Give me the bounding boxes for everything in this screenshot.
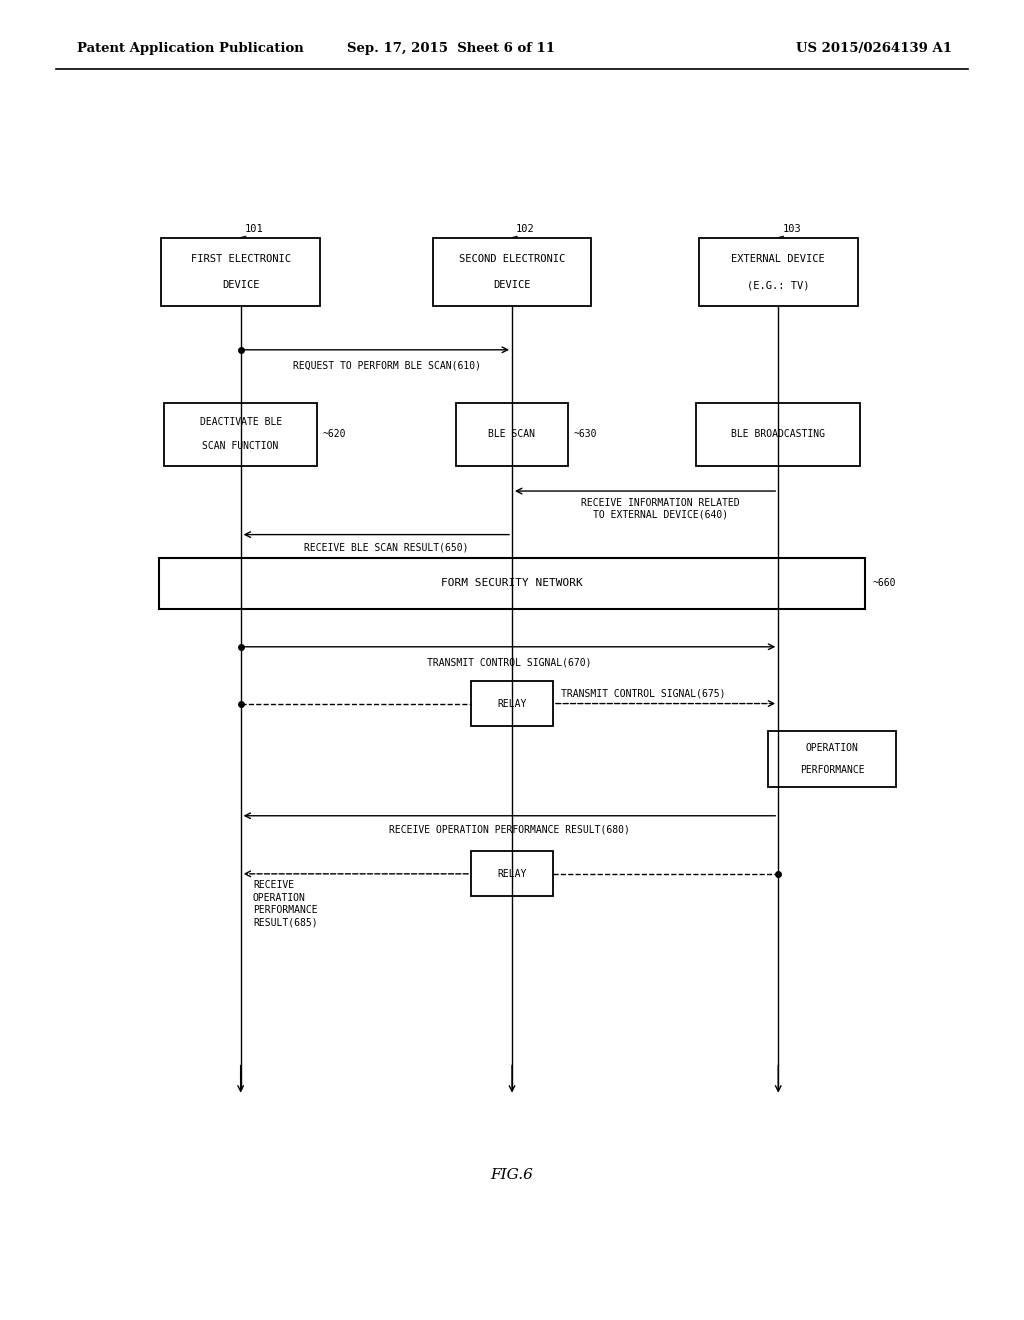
Text: Patent Application Publication: Patent Application Publication [77,42,303,55]
Text: DEVICE: DEVICE [494,280,530,290]
Text: TRANSMIT CONTROL SIGNAL(670): TRANSMIT CONTROL SIGNAL(670) [427,657,592,668]
Text: SECOND ELECTRONIC: SECOND ELECTRONIC [459,253,565,264]
Bar [164,403,317,466]
Bar [698,238,858,306]
Text: TRANSMIT CONTROL SIGNAL(675): TRANSMIT CONTROL SIGNAL(675) [561,688,726,698]
Text: US 2015/0264139 A1: US 2015/0264139 A1 [797,42,952,55]
Bar [768,731,896,787]
Text: BLE BROADCASTING: BLE BROADCASTING [731,429,825,440]
Text: Sep. 17, 2015  Sheet 6 of 11: Sep. 17, 2015 Sheet 6 of 11 [346,42,555,55]
Text: DEVICE: DEVICE [222,280,259,290]
Text: OPERATION: OPERATION [806,743,858,754]
Text: RECEIVE
OPERATION
PERFORMANCE
RESULT(685): RECEIVE OPERATION PERFORMANCE RESULT(685… [253,880,317,928]
Bar [161,238,319,306]
Text: RELAY: RELAY [498,698,526,709]
Text: REQUEST TO PERFORM BLE SCAN(610): REQUEST TO PERFORM BLE SCAN(610) [293,360,480,371]
Text: DEACTIVATE BLE: DEACTIVATE BLE [200,417,282,428]
Text: RECEIVE INFORMATION RELATED
TO EXTERNAL DEVICE(640): RECEIVE INFORMATION RELATED TO EXTERNAL … [582,498,739,519]
Text: RECEIVE BLE SCAN RESULT(650): RECEIVE BLE SCAN RESULT(650) [304,543,469,553]
Text: (E.G.: TV): (E.G.: TV) [746,280,810,290]
Bar [159,558,865,609]
Text: SCAN FUNCTION: SCAN FUNCTION [203,441,279,451]
Bar [696,403,860,466]
Text: ~660: ~660 [872,578,896,589]
Bar [471,681,553,726]
Text: RECEIVE OPERATION PERFORMANCE RESULT(680): RECEIVE OPERATION PERFORMANCE RESULT(680… [389,825,630,836]
Text: 101: 101 [245,223,263,234]
Text: FIG.6: FIG.6 [490,1168,534,1181]
Bar [432,238,592,306]
Text: ~620: ~620 [323,429,346,440]
Text: 103: 103 [782,223,801,234]
Text: ~630: ~630 [573,429,597,440]
Text: 102: 102 [516,223,535,234]
Text: BLE SCAN: BLE SCAN [488,429,536,440]
Text: FORM SECURITY NETWORK: FORM SECURITY NETWORK [441,578,583,589]
Text: PERFORMANCE: PERFORMANCE [800,764,864,775]
Text: EXTERNAL DEVICE: EXTERNAL DEVICE [731,253,825,264]
Text: RELAY: RELAY [498,869,526,879]
Bar [456,403,568,466]
Bar [471,851,553,896]
Text: FIRST ELECTRONIC: FIRST ELECTRONIC [190,253,291,264]
